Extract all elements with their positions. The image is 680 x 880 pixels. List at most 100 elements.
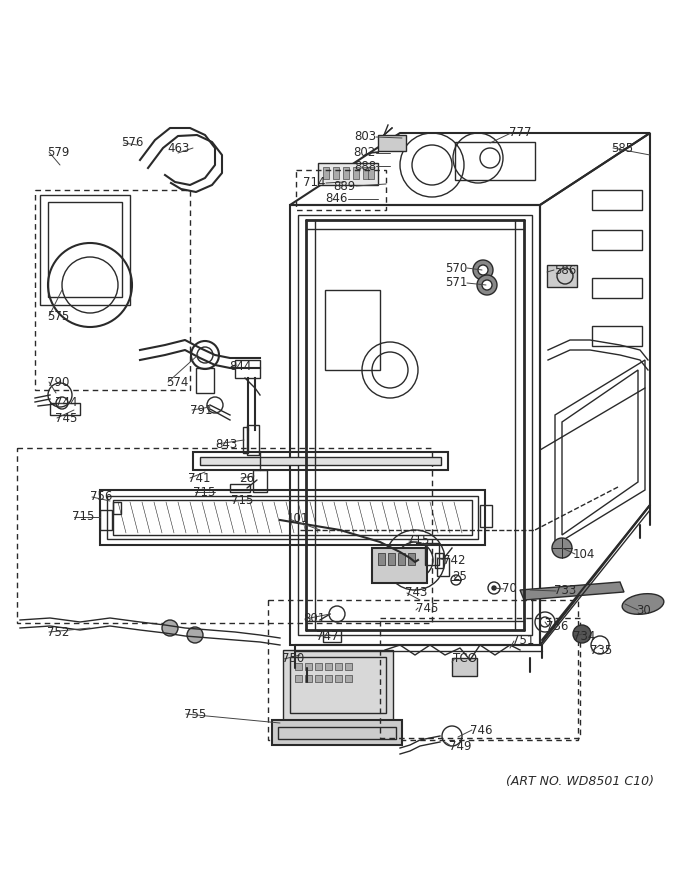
- Bar: [17, 448, 432, 623]
- Text: 750: 750: [282, 652, 304, 665]
- Text: 743: 743: [405, 586, 427, 599]
- Circle shape: [162, 620, 178, 636]
- Text: 888: 888: [354, 159, 376, 172]
- Text: 571: 571: [445, 276, 467, 290]
- Text: 745: 745: [55, 412, 78, 424]
- Bar: [318, 163, 378, 185]
- Bar: [305, 663, 312, 670]
- Bar: [592, 326, 642, 346]
- Polygon shape: [520, 582, 624, 600]
- Bar: [230, 484, 250, 492]
- Text: 733: 733: [554, 584, 576, 598]
- Bar: [378, 135, 406, 151]
- Text: 735: 735: [590, 644, 612, 657]
- Text: 715: 715: [231, 495, 254, 508]
- Text: 752: 752: [47, 626, 69, 639]
- Circle shape: [477, 275, 497, 295]
- Bar: [100, 510, 112, 530]
- Bar: [323, 630, 341, 642]
- Bar: [592, 278, 642, 298]
- Bar: [196, 368, 214, 393]
- Circle shape: [552, 538, 572, 558]
- Text: 843: 843: [215, 437, 237, 451]
- Text: 746: 746: [470, 723, 492, 737]
- Bar: [363, 167, 369, 179]
- Bar: [272, 720, 402, 745]
- Text: 715: 715: [193, 486, 216, 498]
- Text: 736: 736: [546, 620, 568, 633]
- Text: 715: 715: [407, 534, 429, 547]
- Text: 801: 801: [303, 612, 325, 626]
- Bar: [380, 618, 580, 738]
- Text: 844: 844: [229, 361, 252, 373]
- Bar: [325, 290, 380, 370]
- Text: 745: 745: [416, 602, 439, 614]
- Bar: [283, 650, 393, 720]
- Bar: [333, 167, 339, 179]
- Bar: [268, 600, 578, 740]
- Bar: [305, 675, 312, 682]
- Text: 585: 585: [611, 142, 633, 155]
- Text: 889: 889: [334, 180, 356, 193]
- Text: 574: 574: [166, 376, 188, 388]
- Text: 803: 803: [354, 130, 376, 143]
- Circle shape: [187, 627, 203, 643]
- Bar: [235, 360, 260, 378]
- Text: 104: 104: [573, 547, 596, 561]
- Bar: [295, 675, 302, 682]
- Bar: [372, 548, 427, 583]
- Bar: [452, 658, 477, 676]
- Bar: [50, 403, 80, 415]
- Bar: [408, 553, 415, 565]
- Bar: [353, 167, 359, 179]
- Bar: [40, 195, 130, 305]
- Bar: [592, 230, 642, 250]
- Text: 802: 802: [354, 146, 376, 159]
- Text: 741: 741: [188, 472, 211, 485]
- Text: 575: 575: [47, 310, 69, 322]
- Text: 734: 734: [573, 629, 596, 642]
- Bar: [107, 496, 478, 539]
- Text: 749: 749: [449, 739, 471, 752]
- Text: 715: 715: [72, 510, 95, 524]
- Bar: [247, 425, 259, 455]
- Circle shape: [482, 280, 492, 290]
- Text: 755: 755: [184, 708, 206, 721]
- Text: 744: 744: [55, 397, 78, 409]
- Bar: [335, 663, 342, 670]
- Text: 26: 26: [239, 472, 254, 485]
- Text: 30: 30: [636, 604, 651, 617]
- Text: 25: 25: [452, 569, 467, 583]
- Text: TCO: TCO: [453, 651, 477, 664]
- Bar: [435, 553, 443, 568]
- Bar: [113, 500, 472, 535]
- Bar: [243, 427, 248, 453]
- Bar: [296, 170, 386, 210]
- Bar: [378, 553, 385, 565]
- Text: 747: 747: [316, 629, 339, 642]
- Bar: [388, 553, 395, 565]
- Bar: [35, 190, 190, 390]
- Bar: [100, 490, 485, 545]
- Bar: [48, 202, 122, 297]
- Bar: [253, 470, 267, 492]
- Circle shape: [473, 260, 493, 280]
- Text: 756: 756: [90, 490, 112, 503]
- Bar: [345, 663, 352, 670]
- Bar: [335, 675, 342, 682]
- Bar: [368, 167, 374, 179]
- Bar: [547, 265, 577, 287]
- Bar: [295, 663, 302, 670]
- Ellipse shape: [622, 594, 664, 614]
- Bar: [437, 558, 449, 576]
- Text: 586: 586: [554, 263, 576, 276]
- Bar: [323, 167, 329, 179]
- Bar: [315, 675, 322, 682]
- Bar: [398, 553, 405, 565]
- Text: 463: 463: [167, 142, 189, 155]
- Text: 742: 742: [443, 554, 466, 567]
- Bar: [200, 457, 441, 465]
- Circle shape: [492, 586, 496, 590]
- Text: 579: 579: [47, 145, 69, 158]
- Text: 714: 714: [303, 177, 326, 189]
